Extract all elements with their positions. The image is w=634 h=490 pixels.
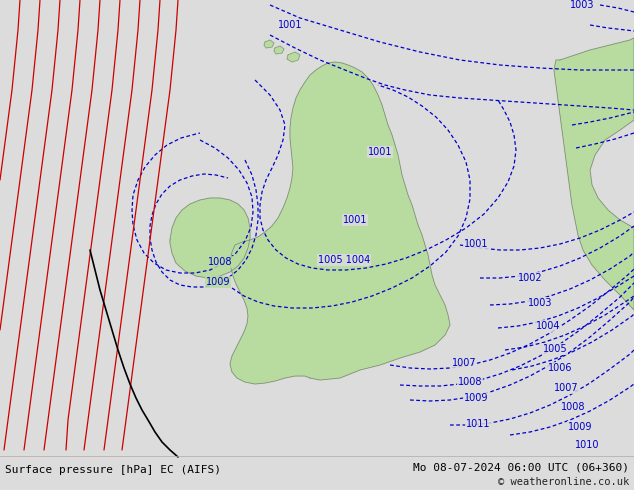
- Polygon shape: [287, 52, 300, 62]
- Text: 1003: 1003: [527, 298, 552, 308]
- Text: 1007: 1007: [451, 358, 476, 368]
- Text: Surface pressure [hPa] EC (AIFS): Surface pressure [hPa] EC (AIFS): [5, 465, 221, 475]
- Polygon shape: [554, 38, 634, 310]
- Text: 1008: 1008: [560, 402, 585, 412]
- Text: 1009: 1009: [463, 393, 488, 403]
- Polygon shape: [170, 198, 250, 278]
- Text: 1009: 1009: [568, 422, 592, 432]
- Text: Mo 08-07-2024 06:00 UTC (06+360): Mo 08-07-2024 06:00 UTC (06+360): [413, 462, 629, 472]
- Text: 1007: 1007: [553, 383, 578, 393]
- Text: 1004: 1004: [536, 321, 560, 331]
- Polygon shape: [264, 40, 274, 48]
- Text: 1003: 1003: [570, 0, 594, 10]
- Text: 1001: 1001: [278, 20, 302, 30]
- Text: 1009: 1009: [206, 277, 230, 287]
- Polygon shape: [274, 46, 284, 54]
- Text: 1005: 1005: [543, 344, 567, 354]
- Text: © weatheronline.co.uk: © weatheronline.co.uk: [498, 477, 629, 487]
- Text: 1001: 1001: [368, 147, 392, 157]
- Text: 1011: 1011: [466, 419, 490, 429]
- Text: 1008: 1008: [208, 257, 232, 267]
- Text: 1001: 1001: [343, 215, 367, 225]
- Polygon shape: [230, 62, 450, 384]
- Text: 1001: 1001: [463, 239, 488, 249]
- Text: 1006: 1006: [548, 363, 573, 373]
- Text: 1010: 1010: [575, 440, 599, 450]
- Text: 1005 1004: 1005 1004: [318, 255, 370, 265]
- Text: 1008: 1008: [458, 377, 482, 387]
- Text: 1002: 1002: [518, 273, 542, 283]
